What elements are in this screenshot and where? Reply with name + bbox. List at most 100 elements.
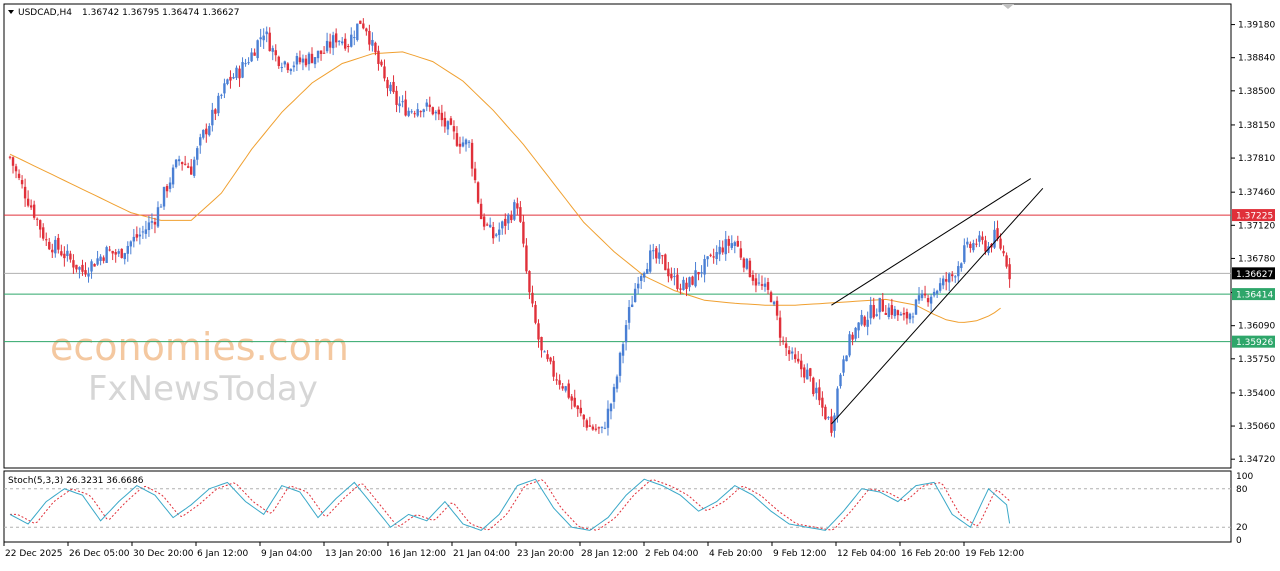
time-tick-label: 2 Feb 04:00 (645, 549, 699, 559)
candle-body (978, 235, 981, 242)
time-tick-label: 21 Jan 04:00 (453, 549, 510, 559)
candle-body (597, 427, 601, 429)
candle-body (81, 264, 84, 272)
candle-body (498, 229, 501, 235)
candle-body (763, 283, 767, 287)
candle-body (87, 273, 90, 277)
candle-body (193, 159, 196, 176)
chart-shift-icon[interactable] (1002, 4, 1014, 9)
candle-body (839, 374, 842, 387)
candle-body (890, 305, 894, 315)
candle-body (253, 52, 256, 56)
candle-body (570, 396, 573, 401)
price-badge (1232, 335, 1275, 348)
candle-body (612, 387, 616, 402)
candle-body (250, 52, 253, 62)
candle-body (17, 173, 21, 179)
candle-body (760, 284, 764, 286)
candle-body (60, 251, 63, 256)
candle-body (676, 274, 679, 289)
candle-body (615, 376, 619, 389)
candle-body (337, 40, 341, 42)
candle-body (69, 253, 72, 260)
candle-body (356, 23, 359, 40)
time-tick-label: 16 Feb 20:00 (901, 549, 960, 559)
candle-body (664, 254, 667, 271)
candle-body (90, 261, 93, 272)
candle-body (371, 39, 374, 46)
candle-body (307, 53, 311, 65)
candle-body (141, 231, 145, 233)
candle-body (380, 61, 383, 66)
candle-body (114, 252, 117, 255)
candle-body (694, 270, 697, 287)
candle-body (969, 243, 972, 249)
candle-body (310, 53, 314, 63)
price-tick-label: 1.39180 (1238, 21, 1275, 31)
candle-body (803, 367, 806, 378)
candle-body (658, 252, 661, 259)
candle-body (800, 360, 803, 370)
candle-body (247, 62, 250, 64)
candle-body (585, 420, 589, 428)
candle-body (827, 417, 830, 419)
candle-body (588, 425, 592, 427)
candle-body (147, 222, 151, 231)
candle-body (45, 239, 48, 241)
candle-body (920, 293, 924, 299)
candle-body (325, 40, 329, 52)
time-tick-label: 26 Dec 05:00 (69, 549, 130, 559)
candle-body (724, 239, 727, 255)
candle-body (386, 79, 389, 89)
dropdown-triangle-icon[interactable] (8, 10, 14, 14)
candle-body (75, 264, 78, 270)
candle-body (519, 207, 522, 222)
symbol-label: USDCAD,H4 (18, 8, 72, 18)
candle-body (461, 142, 465, 147)
candle-body (996, 228, 999, 239)
price-badge-label: 1.37225 (1236, 212, 1273, 222)
candle-body (652, 250, 655, 252)
candle-body (479, 203, 483, 220)
wedge-lower-line[interactable] (831, 187, 1044, 425)
candle-body (881, 299, 884, 312)
candle-body (404, 99, 407, 116)
candle-body (576, 405, 579, 410)
candle-body (265, 31, 268, 35)
candle-body (627, 307, 631, 323)
candle-body (896, 310, 900, 316)
candle-body (736, 240, 740, 247)
candle-body (872, 305, 875, 318)
candle-body (630, 304, 634, 308)
candle-body (413, 113, 416, 115)
candle-body (277, 56, 280, 67)
time-tick-label: 16 Jan 12:00 (389, 549, 446, 559)
candle-body (643, 272, 646, 278)
candle-body (999, 238, 1002, 249)
candle-body (428, 104, 431, 108)
candle-body (842, 359, 845, 373)
candle-body (298, 57, 302, 63)
time-tick-label: 30 Dec 20:00 (133, 549, 194, 559)
candle-body (350, 34, 353, 47)
candle-body (727, 238, 730, 246)
price-tick-label: 1.38500 (1238, 87, 1275, 97)
candle-body (464, 139, 468, 145)
candle-body (211, 109, 214, 126)
candle-body (389, 84, 392, 92)
candle-body (395, 90, 398, 105)
price-badge (1232, 267, 1275, 280)
candle-body (510, 215, 513, 221)
wedge-upper-line[interactable] (831, 178, 1032, 306)
candle-body (144, 229, 148, 234)
candle-body (878, 297, 881, 313)
candle-body (975, 243, 978, 245)
time-tick-label: 22 Dec 2025 (5, 549, 63, 559)
candle-body (948, 273, 951, 283)
candle-body (168, 182, 172, 189)
price-badge (1232, 288, 1275, 301)
candle-body (458, 143, 462, 147)
candle-body (667, 268, 670, 277)
time-tick-label: 4 Feb 20:00 (709, 549, 763, 559)
price-tick-label: 1.38840 (1238, 54, 1275, 64)
